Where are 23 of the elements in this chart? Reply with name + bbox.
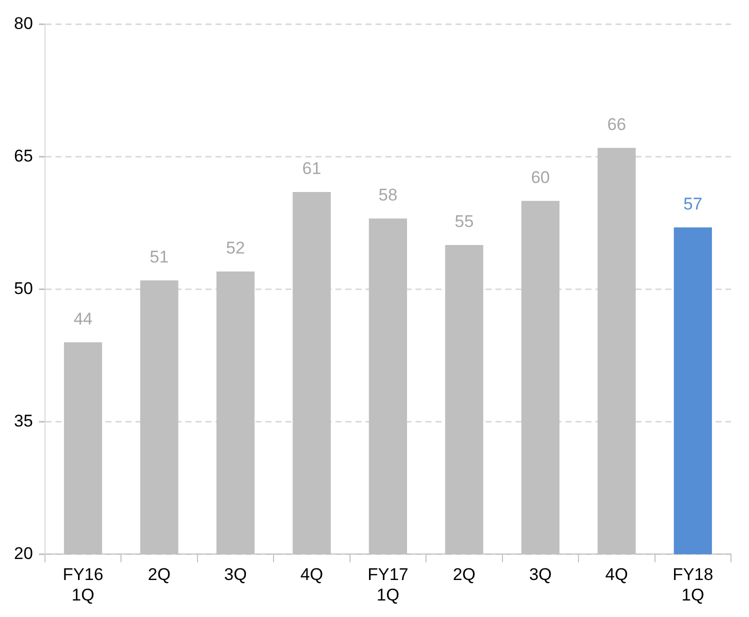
- data-label: 61: [302, 159, 322, 178]
- data-label: 44: [74, 309, 92, 328]
- data-label: 66: [607, 115, 626, 134]
- y-tick-label: 35: [14, 411, 33, 430]
- x-tick-label: 2Q: [148, 565, 171, 584]
- data-label: 52: [226, 238, 245, 258]
- x-tick-label: FY16 1Q: [62, 565, 104, 604]
- y-tick-label: 80: [14, 14, 33, 33]
- y-tick-label: 65: [14, 146, 33, 166]
- x-tick-label: 3Q: [224, 565, 247, 584]
- data-label: 55: [454, 212, 474, 232]
- y-tick-label: 50: [14, 278, 33, 298]
- data-label: 57: [683, 194, 702, 214]
- x-tick-label: 2Q: [452, 565, 476, 584]
- y-tick-label: 20: [14, 544, 33, 563]
- x-tick-label: FY17 1Q: [368, 565, 408, 604]
- x-tick-label: 4Q: [300, 565, 324, 584]
- x-tick-label: 4Q: [605, 565, 628, 584]
- data-label: 51: [150, 248, 169, 267]
- x-tick-label: 3Q: [529, 565, 552, 584]
- x-tick-label: FY18 1Q: [672, 565, 714, 604]
- data-label: 60: [530, 168, 550, 188]
- data-label: 58: [378, 186, 398, 205]
